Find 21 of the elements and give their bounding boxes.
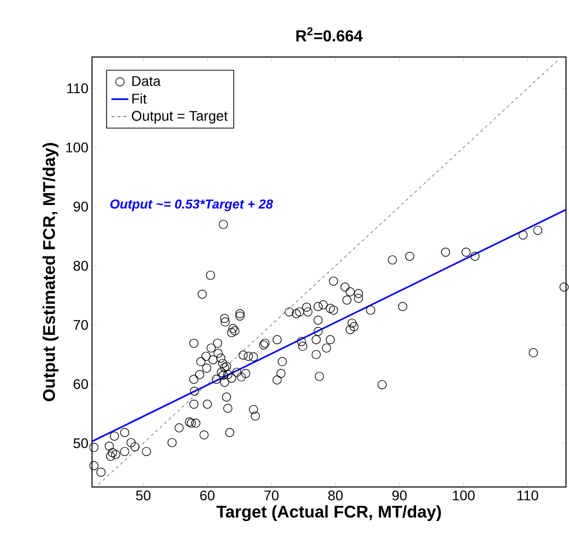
x-tick-label: 50 — [136, 490, 150, 500]
x-tick-label: 100 — [452, 490, 475, 500]
x-tick-label: 110 — [518, 490, 538, 500]
y-tick-label: 50 — [74, 438, 88, 448]
x-axis-title: Target (Actual FCR, MT/day) — [216, 505, 441, 522]
annotation: Output ~= 0.53*Target + 28 — [110, 199, 273, 212]
y-tick-label: 70 — [74, 320, 88, 330]
y-tick-label: 110 — [67, 83, 88, 94]
x-tick-label: 80 — [328, 490, 343, 500]
chart-title: R$^{2}$=0.664 — [296, 27, 363, 42]
legend-label: Data — [132, 76, 161, 86]
y-tick-label: 80 — [74, 260, 88, 271]
y-tick-label: 60 — [74, 379, 88, 390]
x-tick-label: 60 — [200, 490, 215, 500]
legend-label: Fit — [132, 93, 147, 104]
x-tick-label: 70 — [264, 490, 279, 500]
legend-label: Output = Target — [132, 110, 228, 124]
y-tick-label: 100 — [66, 142, 88, 152]
y-tick-label: 90 — [74, 202, 88, 212]
x-tick-label: 90 — [392, 490, 407, 500]
y-axis-title: Output (Estimated FCR, MT/day) — [42, 142, 58, 402]
